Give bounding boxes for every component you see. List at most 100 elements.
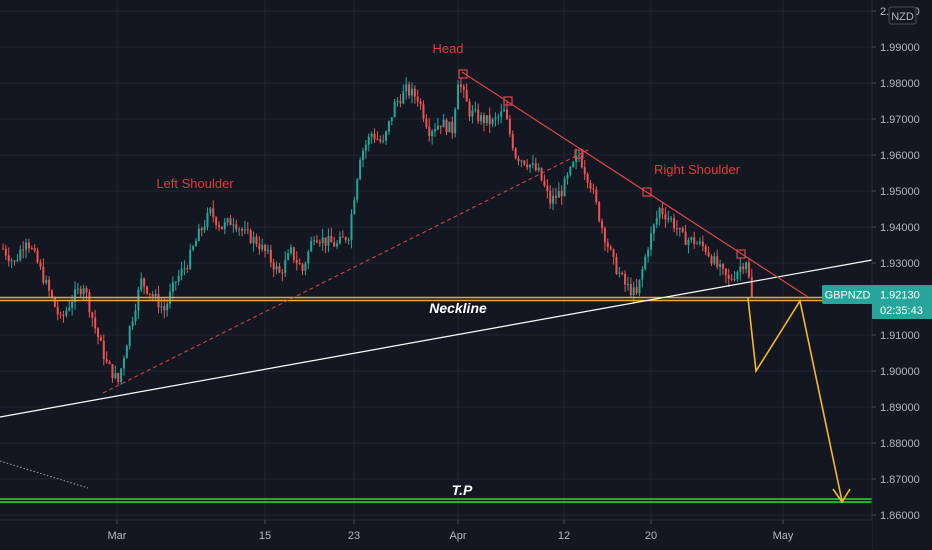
candle-body bbox=[736, 272, 739, 279]
candle-body bbox=[661, 208, 664, 215]
candle-body bbox=[189, 249, 192, 269]
currency-badge[interactable]: NZD bbox=[888, 6, 917, 25]
candle-body bbox=[618, 272, 621, 274]
candle-body bbox=[269, 249, 272, 263]
candle-body bbox=[385, 131, 388, 141]
candle-body bbox=[408, 84, 411, 96]
candle-body bbox=[396, 101, 399, 103]
candle-body bbox=[739, 266, 742, 273]
candle-body bbox=[554, 195, 557, 198]
candle-body bbox=[10, 260, 13, 262]
candle-body bbox=[494, 117, 497, 120]
candle-body bbox=[56, 306, 59, 315]
candle-body bbox=[462, 86, 465, 90]
candle-body bbox=[295, 259, 298, 264]
candle-body bbox=[338, 236, 341, 244]
candle-body bbox=[500, 111, 503, 117]
price-axis-label: 1.99000 bbox=[880, 42, 920, 54]
candle-body bbox=[235, 224, 238, 230]
candle-body bbox=[304, 263, 307, 271]
candle-body bbox=[315, 240, 318, 243]
pivot-marker bbox=[736, 249, 746, 259]
candle-body bbox=[684, 231, 687, 245]
price-axis-label: 1.95000 bbox=[880, 186, 920, 198]
candle-body bbox=[243, 229, 246, 231]
candle-body bbox=[485, 115, 488, 124]
candle-body bbox=[2, 248, 4, 250]
candle-body bbox=[131, 321, 134, 327]
candle-body bbox=[690, 237, 693, 240]
candle-body bbox=[220, 226, 223, 230]
candle-body bbox=[62, 314, 65, 316]
countdown-timer: 02:35:43 bbox=[880, 305, 923, 317]
candle-body bbox=[163, 306, 166, 311]
candle-body bbox=[151, 294, 154, 297]
last-price-tag[interactable]: GBPNZD 1.92130 02:35:43 bbox=[822, 285, 932, 319]
candle-body bbox=[647, 249, 650, 257]
candle-body bbox=[410, 88, 413, 96]
price-axis-label: 1.87000 bbox=[880, 474, 920, 486]
candle-body bbox=[572, 162, 575, 167]
left-shoulder-label: Left Shoulder bbox=[156, 176, 234, 191]
candle-body bbox=[16, 260, 19, 262]
candle-body bbox=[91, 312, 94, 318]
candle-body bbox=[30, 248, 33, 250]
candle-body bbox=[508, 118, 511, 134]
candle-body bbox=[212, 208, 215, 218]
candle-body bbox=[13, 260, 16, 262]
candle-body bbox=[281, 272, 284, 274]
candle-body bbox=[353, 199, 356, 214]
candlestick-series bbox=[2, 77, 753, 386]
candle-body bbox=[405, 84, 408, 92]
candle-body bbox=[583, 167, 586, 175]
candle-body bbox=[635, 287, 638, 294]
candle-body bbox=[197, 228, 200, 242]
candle-body bbox=[569, 166, 572, 175]
candle-body bbox=[750, 277, 753, 298]
candle-body bbox=[704, 246, 707, 252]
candle-body bbox=[255, 236, 258, 245]
candle-body bbox=[655, 217, 658, 225]
candle-body bbox=[122, 358, 125, 369]
candle-body bbox=[290, 247, 292, 254]
candle-body bbox=[745, 262, 748, 270]
grid-lines bbox=[0, 0, 872, 520]
candle-body bbox=[698, 241, 701, 244]
candle-body bbox=[448, 121, 451, 133]
candle-body bbox=[603, 228, 606, 243]
candle-body bbox=[373, 133, 376, 140]
candle-body bbox=[186, 268, 189, 270]
time-axis[interactable]: Mar 15 23 Apr 12 20 May bbox=[0, 519, 872, 550]
candle-body bbox=[301, 264, 304, 271]
candle-body bbox=[465, 89, 468, 102]
price-axis-label: 1.86000 bbox=[880, 510, 920, 522]
candle-body bbox=[154, 293, 157, 297]
candle-body bbox=[390, 117, 393, 122]
time-axis-label: 12 bbox=[558, 530, 570, 542]
candle-body bbox=[223, 222, 226, 230]
candle-body bbox=[105, 359, 108, 362]
candle-body bbox=[307, 251, 310, 264]
candle-body bbox=[59, 314, 62, 316]
candle-body bbox=[626, 283, 629, 285]
candle-body bbox=[701, 241, 704, 247]
price-axis-background bbox=[872, 0, 932, 550]
candle-body bbox=[436, 125, 439, 130]
time-axis-label: May bbox=[773, 530, 794, 542]
candle-body bbox=[292, 247, 295, 260]
candle-body bbox=[514, 148, 517, 159]
candle-body bbox=[200, 228, 203, 231]
candle-body bbox=[261, 244, 264, 250]
candle-body bbox=[621, 272, 624, 274]
projection-path bbox=[747, 297, 843, 502]
candle-body bbox=[209, 208, 212, 213]
candle-body bbox=[742, 266, 745, 270]
candle-body bbox=[330, 236, 333, 243]
candle-body bbox=[82, 288, 85, 295]
candle-body bbox=[232, 224, 235, 226]
candle-body bbox=[506, 109, 508, 119]
price-axis-label: 1.96000 bbox=[880, 150, 920, 162]
candle-body bbox=[71, 301, 74, 308]
price-axis[interactable]: 2.000001.990001.980001.970001.960001.950… bbox=[822, 0, 932, 550]
